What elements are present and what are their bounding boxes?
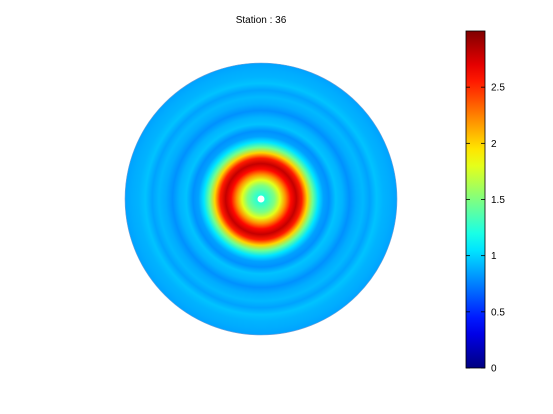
colorbar-tick-label: 0: [491, 364, 497, 375]
colorbar-tick-label: 2: [491, 139, 497, 150]
colorbar-tick-label: 1.5: [491, 195, 505, 206]
colorbar-tick-label: 2.5: [491, 83, 505, 94]
colorbar-tick-label: 0.5: [491, 307, 505, 318]
center-marker: [257, 195, 265, 203]
colorbar-tick-label: 1: [491, 251, 497, 262]
colorbar: 0 0.5 1 1.5 2 2.5: [465, 30, 505, 375]
polar-plot: [124, 62, 398, 336]
colorbar-ticks: 0 0.5 1 1.5 2 2.5: [466, 83, 505, 375]
chart-title: Station : 36: [236, 15, 287, 26]
